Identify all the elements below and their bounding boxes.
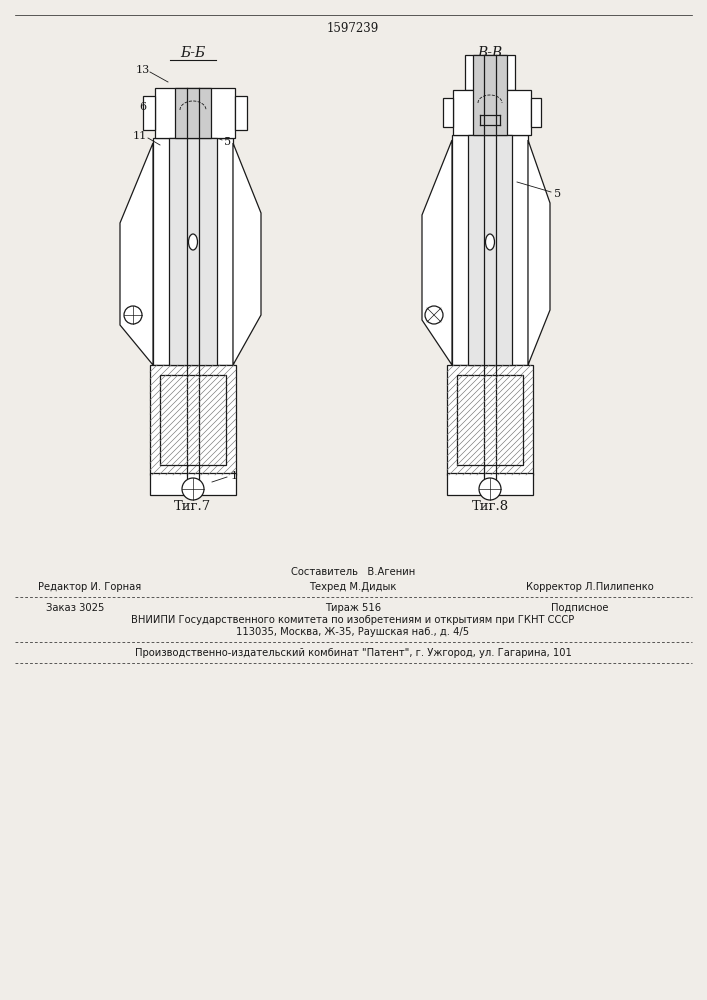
Circle shape xyxy=(182,478,204,500)
Bar xyxy=(143,96,155,130)
Polygon shape xyxy=(233,143,261,365)
Text: ВНИИПИ Государственного комитета по изобретениям и открытиям при ГКНТ СССР: ВНИИПИ Государственного комитета по изоб… xyxy=(132,615,575,625)
Text: Б-Б: Б-Б xyxy=(180,46,206,60)
Bar xyxy=(169,138,217,365)
Bar xyxy=(150,473,236,495)
Text: В-В: В-В xyxy=(477,46,503,60)
Ellipse shape xyxy=(486,234,494,250)
Bar xyxy=(452,135,528,365)
Text: 113035, Москва, Ж-35, Раушская наб., д. 4/5: 113035, Москва, Ж-35, Раушская наб., д. … xyxy=(236,627,469,637)
Text: Заказ 3025: Заказ 3025 xyxy=(46,603,104,613)
Polygon shape xyxy=(422,140,452,365)
Text: Техред М.Дидык: Техред М.Дидык xyxy=(310,582,397,592)
Bar xyxy=(155,88,235,138)
Bar xyxy=(453,90,531,135)
Text: Τиг.7: Τиг.7 xyxy=(175,499,211,512)
Circle shape xyxy=(479,478,501,500)
Bar xyxy=(235,96,247,130)
Text: Составитель   В.Агенин: Составитель В.Агенин xyxy=(291,567,415,577)
Circle shape xyxy=(124,306,142,324)
Text: 5: 5 xyxy=(224,137,232,147)
Polygon shape xyxy=(528,140,550,365)
Bar xyxy=(447,365,533,475)
Ellipse shape xyxy=(189,234,197,250)
Bar xyxy=(160,375,226,465)
Polygon shape xyxy=(120,143,153,365)
Circle shape xyxy=(425,306,443,324)
Bar xyxy=(175,88,211,138)
Text: Редактор И. Горная: Редактор И. Горная xyxy=(38,582,141,592)
Text: Производственно-издательский комбинат "Патент", г. Ужгород, ул. Гагарина, 101: Производственно-издательский комбинат "П… xyxy=(134,648,571,658)
Bar xyxy=(153,138,233,365)
Text: Подписное: Подписное xyxy=(551,603,609,613)
Bar xyxy=(150,365,236,475)
Bar xyxy=(447,473,533,495)
Bar xyxy=(531,98,541,127)
Text: Тираж 516: Тираж 516 xyxy=(325,603,381,613)
Bar xyxy=(443,98,453,127)
Text: 5: 5 xyxy=(554,189,561,199)
Bar xyxy=(473,55,507,135)
Text: 1597239: 1597239 xyxy=(327,21,379,34)
Text: Τиг.8: Τиг.8 xyxy=(472,499,508,512)
Text: 11: 11 xyxy=(133,131,147,141)
Text: Корректор Л.Пилипенко: Корректор Л.Пилипенко xyxy=(526,582,654,592)
Bar xyxy=(468,135,512,365)
Bar xyxy=(457,375,523,465)
Bar xyxy=(465,55,515,90)
Text: 13: 13 xyxy=(136,65,150,75)
Text: 1: 1 xyxy=(230,471,238,481)
Text: 6: 6 xyxy=(139,102,146,112)
